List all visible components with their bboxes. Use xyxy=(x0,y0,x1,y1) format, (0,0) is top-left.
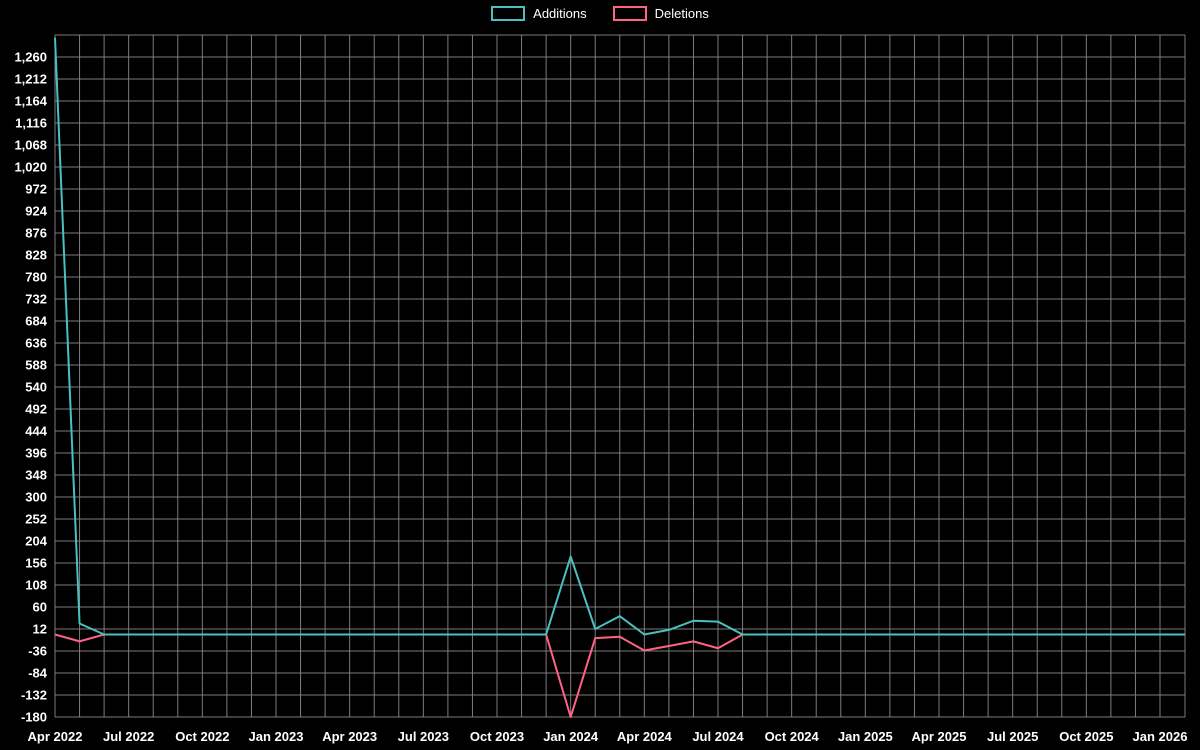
y-tick-label: 1,020 xyxy=(14,160,47,175)
x-tick-label: Jan 2026 xyxy=(1133,729,1188,744)
y-tick-label: 156 xyxy=(25,556,47,571)
x-tick-label: Jul 2025 xyxy=(987,729,1038,744)
additions-swatch xyxy=(491,6,526,21)
legend-item-deletions[interactable]: Deletions xyxy=(612,6,709,21)
y-tick-label: 60 xyxy=(33,600,47,615)
deletions-swatch xyxy=(612,6,647,21)
chart-legend: Additions Deletions xyxy=(0,6,1200,21)
y-tick-label: 1,260 xyxy=(14,50,47,65)
y-tick-label: -180 xyxy=(21,710,47,725)
x-tick-label: Jan 2024 xyxy=(543,729,599,744)
y-tick-label: 12 xyxy=(33,622,47,637)
x-tick-label: Oct 2022 xyxy=(175,729,229,744)
y-tick-label: 252 xyxy=(25,512,47,527)
x-tick-label: Apr 2024 xyxy=(617,729,673,744)
y-tick-label: 1,212 xyxy=(14,72,47,87)
deletions-legend-label: Deletions xyxy=(654,6,709,21)
x-tick-label: Apr 2025 xyxy=(912,729,967,744)
y-tick-label: 540 xyxy=(25,380,47,395)
y-tick-label: 924 xyxy=(25,204,47,219)
x-tick-label: Jul 2023 xyxy=(398,729,449,744)
x-tick-label: Jan 2025 xyxy=(838,729,893,744)
y-tick-label: 1,164 xyxy=(14,94,47,109)
additions-line xyxy=(54,37,1185,636)
y-tick-label: 396 xyxy=(25,446,47,461)
y-tick-label: 1,116 xyxy=(15,116,47,131)
x-tick-label: Jul 2024 xyxy=(692,729,744,744)
y-tick-label: 588 xyxy=(25,358,47,373)
y-tick-label: 636 xyxy=(25,336,47,351)
y-tick-label: 492 xyxy=(25,402,47,417)
y-tick-label: -84 xyxy=(28,666,48,681)
y-tick-label: 348 xyxy=(25,468,47,483)
y-tick-label: -132 xyxy=(21,688,47,703)
legend-item-additions[interactable]: Additions xyxy=(491,6,587,21)
x-tick-label: Oct 2024 xyxy=(765,729,820,744)
y-tick-label: 684 xyxy=(25,314,47,329)
y-tick-label: -36 xyxy=(28,644,47,659)
x-tick-label: Jan 2023 xyxy=(249,729,304,744)
x-tick-label: Oct 2023 xyxy=(470,729,524,744)
x-tick-label: Jul 2022 xyxy=(103,729,154,744)
y-tick-label: 732 xyxy=(25,292,47,307)
additions-legend-label: Additions xyxy=(533,6,587,21)
y-tick-label: 876 xyxy=(25,226,47,241)
y-tick-label: 444 xyxy=(25,424,47,439)
y-tick-label: 1,068 xyxy=(14,138,47,153)
y-tick-label: 780 xyxy=(25,270,47,285)
y-tick-label: 972 xyxy=(25,182,47,197)
x-tick-label: Apr 2023 xyxy=(322,729,377,744)
y-tick-label: 204 xyxy=(25,534,47,549)
y-tick-label: 300 xyxy=(25,490,47,505)
x-tick-label: Apr 2022 xyxy=(28,729,83,744)
x-tick-label: Oct 2025 xyxy=(1059,729,1113,744)
y-tick-label: 108 xyxy=(25,578,47,593)
y-tick-label: 828 xyxy=(25,248,47,263)
